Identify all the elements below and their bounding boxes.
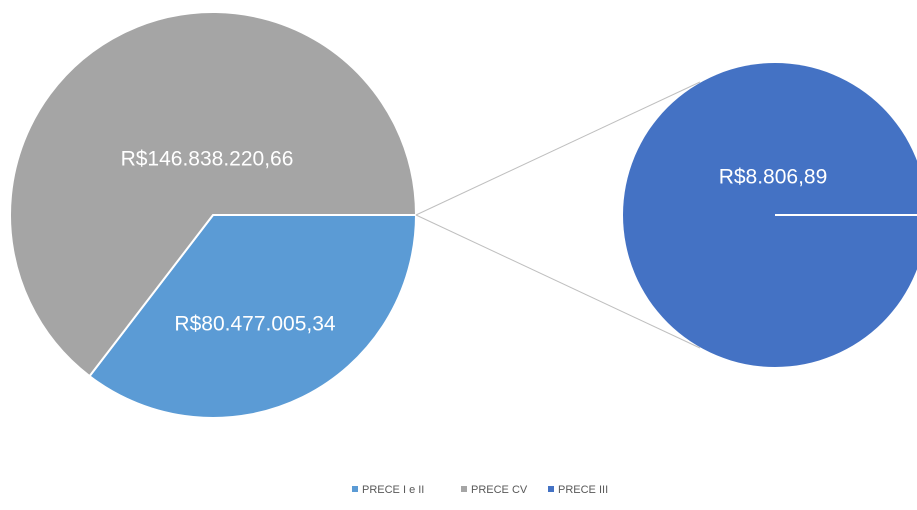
legend-swatch	[461, 486, 467, 492]
legend-swatch	[352, 486, 358, 492]
connector	[415, 214, 701, 349]
pie-slice	[9, 11, 418, 378]
pie-slice	[88, 213, 418, 419]
connector	[415, 81, 701, 216]
legend-swatch	[548, 486, 554, 492]
value-label: R$80.477.005,34	[174, 313, 335, 336]
value-label: R$146.838.220,66	[121, 148, 294, 171]
legend-label: PRECE I e II	[362, 484, 424, 496]
legend-label: PRECE CV	[471, 484, 528, 496]
value-label: R$8.806,89	[719, 166, 828, 189]
legend-label: PRECE III	[558, 484, 608, 496]
secondary-pie-slice	[623, 63, 917, 367]
